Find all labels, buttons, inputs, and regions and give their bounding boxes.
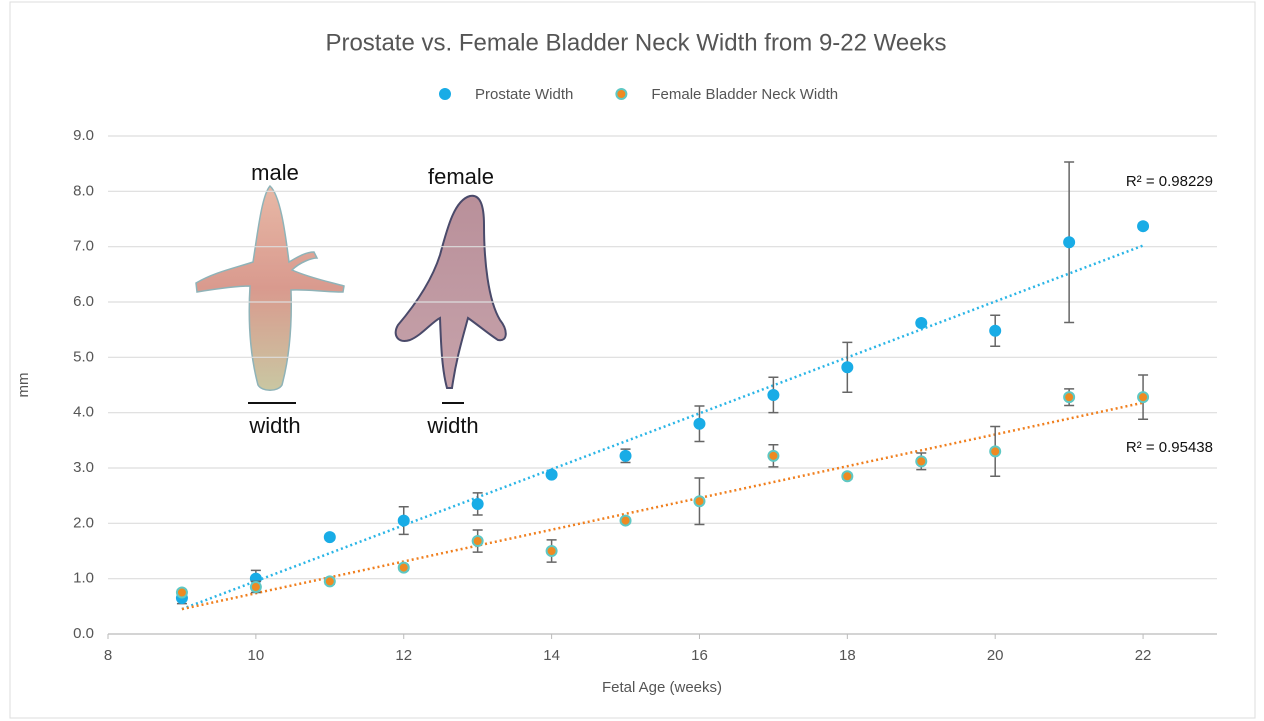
point	[619, 514, 632, 527]
legend-marker	[615, 88, 628, 100]
legend-label: Female Bladder Neck Width	[651, 86, 838, 103]
x-tick-label: 20	[987, 647, 1004, 664]
y-tick-label: 1.0	[73, 570, 94, 587]
chart-title: Prostate vs. Female Bladder Neck Width f…	[325, 29, 946, 56]
point	[249, 580, 262, 593]
point	[1063, 236, 1076, 249]
point	[1137, 391, 1150, 404]
y-tick-label: 6.0	[73, 293, 94, 310]
x-axis-label: Fetal Age (weeks)	[602, 679, 722, 696]
x-tick-label: 16	[691, 647, 708, 664]
trendline	[181, 401, 1144, 611]
point	[989, 445, 1002, 458]
x-tick-label: 14	[543, 647, 560, 664]
point	[471, 535, 484, 548]
point	[841, 470, 854, 483]
point	[915, 317, 928, 330]
point	[619, 449, 632, 462]
point	[471, 497, 484, 510]
legend-marker	[439, 88, 451, 100]
point	[915, 455, 928, 468]
male-photo	[195, 184, 345, 391]
point	[397, 561, 410, 574]
point	[693, 417, 706, 430]
y-tick-label: 7.0	[73, 238, 94, 255]
point	[1137, 220, 1150, 233]
y-tick-label: 4.0	[73, 404, 94, 421]
y-tick-label: 0.0	[73, 625, 94, 642]
point	[323, 575, 336, 588]
trendline-label: R² = 0.98229	[1126, 173, 1213, 190]
x-tick-label: 12	[395, 647, 412, 664]
point	[989, 324, 1002, 337]
point	[175, 586, 188, 599]
annotation: female	[428, 164, 494, 189]
y-tick-label: 8.0	[73, 182, 94, 199]
annotation: width	[248, 413, 300, 438]
female-photo	[394, 194, 507, 389]
annotation: width	[426, 413, 478, 438]
point	[545, 545, 558, 557]
annotation: male	[251, 160, 299, 185]
trendline-label: R² = 0.95438	[1126, 439, 1213, 456]
x-tick-label: 8	[104, 647, 112, 664]
point	[693, 495, 706, 508]
y-axis-label: mm	[15, 373, 32, 398]
point	[767, 388, 780, 401]
x-tick-label: 22	[1135, 647, 1152, 664]
point	[323, 531, 336, 544]
y-tick-label: 5.0	[73, 348, 94, 365]
point	[841, 361, 854, 374]
point	[397, 514, 410, 527]
y-tick-label: 9.0	[73, 127, 94, 144]
point	[1063, 391, 1076, 404]
legend-label: Prostate Width	[475, 86, 573, 103]
y-tick-label: 2.0	[73, 514, 94, 531]
y-tick-label: 3.0	[73, 459, 94, 476]
point	[767, 449, 780, 462]
point	[545, 468, 558, 481]
x-tick-label: 18	[839, 647, 856, 664]
trendline	[181, 244, 1144, 611]
x-tick-label: 10	[248, 647, 265, 664]
frame	[9, 1, 1256, 719]
